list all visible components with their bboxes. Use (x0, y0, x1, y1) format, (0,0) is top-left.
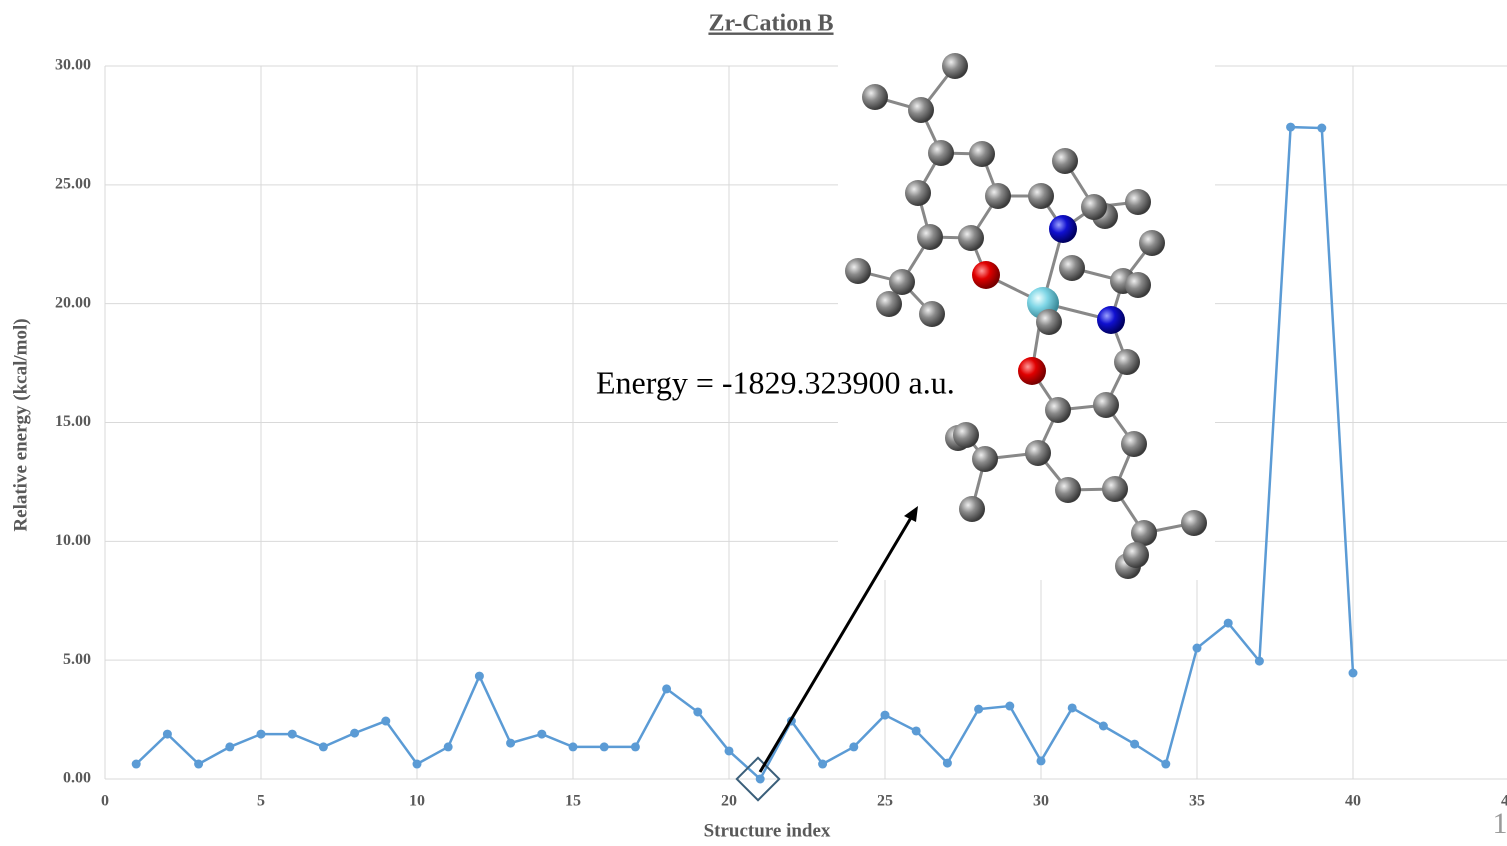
data-point (693, 707, 702, 716)
data-point (600, 742, 609, 751)
data-point (1099, 722, 1108, 731)
data-point (943, 759, 952, 768)
data-point (1068, 703, 1077, 712)
x-axis-label: Structure index (704, 820, 831, 841)
data-point (381, 717, 390, 726)
data-point (849, 742, 858, 751)
data-point (1005, 702, 1014, 711)
y-tick-label: 15.00 (55, 413, 91, 430)
x-tick-label: 0 (101, 793, 109, 810)
y-tick-label: 10.00 (55, 532, 91, 549)
highlight-marker (737, 506, 918, 800)
data-point (1161, 760, 1170, 769)
data-point (818, 760, 827, 769)
x-tick-label: 20 (721, 793, 737, 810)
data-point (413, 760, 422, 769)
data-point (881, 711, 890, 720)
x-tick-label: 45 (1501, 793, 1507, 810)
page: Energy = -1829.323900 a.u. Zr-Cation B S… (0, 0, 1507, 841)
y-tick-label: 30.00 (55, 57, 91, 74)
chart: Energy = -1829.323900 a.u. Zr-Cation B S… (0, 0, 1507, 841)
data-point (912, 726, 921, 735)
data-point (537, 730, 546, 739)
data-point (1317, 124, 1326, 133)
data-point (1286, 123, 1295, 132)
x-tick-label: 5 (257, 793, 265, 810)
data-point (1224, 619, 1233, 628)
annotation: Energy = -1829.323900 a.u. (596, 364, 955, 400)
x-tick-label: 40 (1345, 793, 1361, 810)
x-tick-label: 10 (409, 793, 425, 810)
data-point (725, 746, 734, 755)
data-point (506, 739, 515, 748)
data-point (1193, 644, 1202, 653)
y-tick-label: 5.00 (63, 651, 91, 668)
data-point (631, 742, 640, 751)
x-tick-label: 30 (1033, 793, 1049, 810)
data-point (194, 760, 203, 769)
y-axis-label: Relative energy (kcal/mol) (10, 318, 31, 531)
molecule-image (838, 53, 1215, 580)
chart-title: Zr-Cation B (708, 11, 833, 37)
data-point (475, 672, 484, 681)
data-point (1255, 657, 1264, 666)
data-point (756, 775, 765, 784)
data-point (974, 705, 983, 714)
data-point (569, 742, 578, 751)
data-point (225, 742, 234, 751)
data-point (1130, 740, 1139, 749)
data-point (257, 730, 266, 739)
data-point (319, 742, 328, 751)
x-tick-label: 15 (565, 793, 581, 810)
data-point (350, 729, 359, 738)
grid (105, 66, 1507, 779)
data-point (1037, 756, 1046, 765)
y-tick-label: 25.00 (55, 176, 91, 193)
data-point (662, 684, 671, 693)
y-tick-label: 20.00 (55, 294, 91, 311)
data-point (163, 730, 172, 739)
x-tick-label: 35 (1189, 793, 1205, 810)
page-number: 1 (1493, 807, 1507, 840)
data-point (1349, 669, 1358, 678)
data-point (132, 760, 141, 769)
y-tick-label: 0.00 (63, 770, 91, 787)
x-tick-label: 25 (877, 793, 893, 810)
data-point (288, 730, 297, 739)
data-point (444, 742, 453, 751)
